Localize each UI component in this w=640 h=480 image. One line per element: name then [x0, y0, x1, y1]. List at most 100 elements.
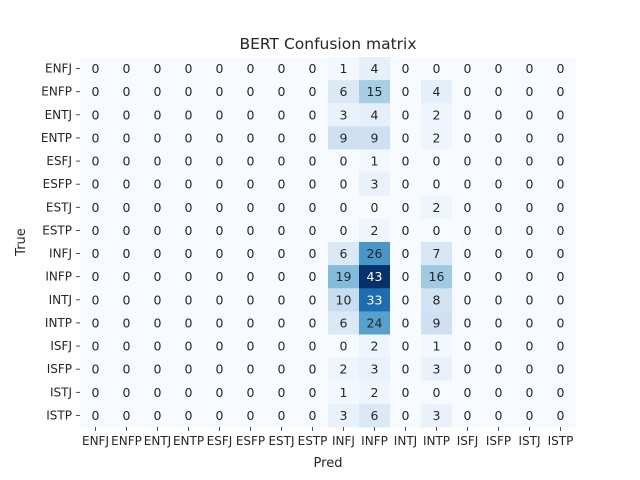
heatmap-cell [111, 357, 143, 382]
heatmap-cell [297, 126, 329, 150]
heatmap-cell [421, 265, 453, 289]
heatmap-cell [328, 380, 360, 405]
heatmap-cell [173, 311, 205, 335]
cell-value-label: 0 [92, 223, 100, 238]
cell-value-label: 0 [495, 223, 503, 238]
cell-value-label: 0 [216, 130, 224, 145]
heatmap-cell [514, 218, 546, 243]
heatmap-cell [111, 80, 143, 104]
heatmap-cell [390, 311, 422, 335]
heatmap-cell [545, 172, 577, 197]
cell-value-label: 0 [123, 130, 131, 145]
heatmap-cell [297, 380, 329, 405]
heatmap-cell [266, 311, 298, 335]
cell-value-label: 0 [557, 339, 565, 354]
cell-value-label: 0 [278, 107, 286, 122]
cell-value-label: 0 [309, 385, 317, 400]
cell-value-label: 0 [185, 315, 193, 330]
cell-value-label: 0 [92, 200, 100, 215]
cell-value-label: 3 [340, 408, 348, 423]
heatmap-cell [266, 357, 298, 382]
heatmap-cell [80, 195, 112, 220]
cell-value-label: 0 [216, 315, 224, 330]
heatmap-cell [359, 380, 391, 405]
heatmap-cell [297, 172, 329, 197]
y-tick-label: INTJ [49, 293, 72, 307]
x-tick-label: INFJ [332, 434, 355, 448]
cell-value-label: 2 [433, 107, 441, 122]
heatmap-cell [328, 242, 360, 266]
cell-value-label: 4 [371, 107, 379, 122]
heatmap-cell [421, 334, 453, 359]
heatmap-cell [173, 126, 205, 150]
heatmap-cell [297, 288, 329, 312]
cell-value-label: 15 [367, 84, 383, 99]
y-tick-label: INTP [45, 316, 72, 330]
heatmap-cell [80, 172, 112, 197]
heatmap-cell [545, 195, 577, 220]
x-axis-label: Pred [314, 456, 343, 471]
cell-value-label: 0 [526, 339, 534, 354]
cell-value-label: 0 [92, 177, 100, 192]
cell-value-label: 0 [526, 408, 534, 423]
cell-value-label: 0 [526, 130, 534, 145]
cell-value-label: 0 [278, 408, 286, 423]
heatmap-cell [483, 334, 515, 359]
heatmap-cell [545, 57, 577, 81]
heatmap-cell [235, 288, 267, 312]
cell-value-label: 0 [247, 154, 255, 169]
heatmap-cell [514, 57, 546, 81]
cell-value-label: 0 [92, 84, 100, 99]
heatmap-cell [328, 218, 360, 243]
heatmap-cell [142, 218, 174, 243]
cell-value-label: 0 [340, 177, 348, 192]
x-tick-label: ENTJ [144, 434, 171, 448]
cell-value-label: 1 [340, 61, 348, 76]
cell-value-label: 0 [557, 130, 565, 145]
heatmap-cell [483, 172, 515, 197]
cell-value-label: 0 [402, 292, 410, 307]
cell-value-label: 0 [526, 84, 534, 99]
heatmap-cell [266, 103, 298, 127]
y-tick-labels: ENFJ ENFP ENTJ ENTP ESFJ ESFP ESTJ ESTP INFJ INFP… [41, 62, 80, 422]
heatmap-cell [173, 80, 205, 104]
cell-value-label: 0 [154, 61, 162, 76]
heatmap-cell [359, 288, 391, 312]
heatmap-cell [173, 242, 205, 266]
heatmap-cell [173, 195, 205, 220]
cell-value-label: 19 [336, 269, 352, 284]
heatmap-cell [204, 195, 236, 220]
heatmap-cell [359, 126, 391, 150]
cell-value-label: 0 [402, 385, 410, 400]
heatmap-cell [421, 357, 453, 382]
cell-value-label: 0 [464, 362, 472, 377]
heatmap-cell [235, 149, 267, 174]
heatmap-cell [173, 103, 205, 127]
cell-value-label: 0 [495, 269, 503, 284]
cell-value-label: 2 [371, 223, 379, 238]
heatmap-cell [483, 195, 515, 220]
cell-value-label: 0 [309, 292, 317, 307]
cell-value-label: 0 [340, 223, 348, 238]
cell-value-label: 0 [247, 246, 255, 261]
cell-value-label: 0 [123, 408, 131, 423]
heatmap-cell [514, 103, 546, 127]
y-tick-label: INFP [45, 270, 72, 284]
heatmap-cell [421, 103, 453, 127]
cell-value-label: 0 [92, 315, 100, 330]
cell-value-label: 0 [278, 269, 286, 284]
cell-value-label: 0 [495, 107, 503, 122]
cell-value-label: 0 [185, 61, 193, 76]
cell-value-label: 0 [154, 200, 162, 215]
heatmap-cell [545, 242, 577, 266]
cell-value-label: 2 [340, 362, 348, 377]
cell-value-label: 0 [557, 61, 565, 76]
heatmap-cell [390, 126, 422, 150]
y-tick-label: ISFJ [50, 339, 72, 353]
cell-value-label: 0 [92, 130, 100, 145]
heatmap-cell [514, 149, 546, 174]
cell-value-label: 0 [216, 269, 224, 284]
heatmap-cell [452, 149, 484, 174]
heatmap-cell [111, 195, 143, 220]
heatmap-cell [142, 357, 174, 382]
